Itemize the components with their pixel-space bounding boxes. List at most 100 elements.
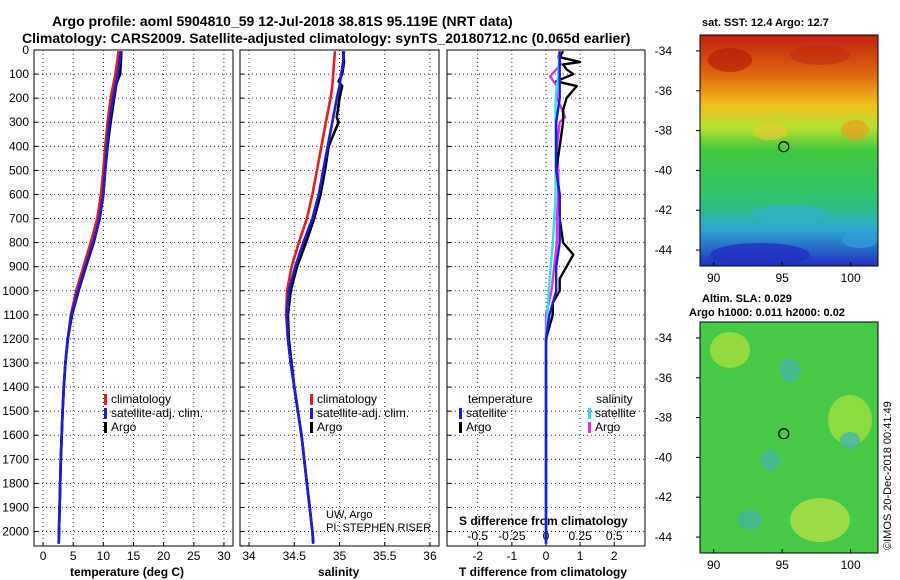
- temperature-xtick-label: 30: [217, 549, 231, 563]
- salinity-legend-0-label: climatology: [317, 392, 377, 406]
- sat-sst-map-ytick-label: -40: [655, 163, 673, 177]
- salinity-xlabel: salinity: [318, 565, 360, 579]
- sat-sst-map-xtick-label: 100: [841, 271, 861, 285]
- sla-low-patch: [840, 432, 860, 448]
- depth-tick-label: 600: [9, 187, 29, 201]
- salinity-xtick-label: 35: [333, 549, 347, 563]
- sst-map-field: [700, 35, 878, 266]
- depth-tick-label: 1700: [2, 452, 29, 466]
- sst-warm-patch: [790, 45, 850, 65]
- sst-warm-patch: [708, 48, 752, 72]
- sla-map-frame: [699, 321, 879, 554]
- salinity-series-2: [286, 51, 346, 544]
- differences-legend-right-title: salinity: [596, 392, 633, 406]
- depth-tick-label: 700: [9, 212, 29, 226]
- depth-tick-label: 1400: [2, 380, 29, 394]
- depth-tick-label: 1900: [2, 500, 29, 514]
- sla-profile-marker: [778, 428, 790, 440]
- sla-low-patch: [760, 450, 780, 470]
- differences-legend-left-0-label: satellite: [466, 406, 507, 420]
- salinity-legend-1-swatch: [310, 408, 313, 419]
- altim-sla-map-ytick-label: -44: [655, 530, 673, 544]
- differences-legend-right-0-label: satellite: [595, 406, 636, 420]
- depth-tick-label: 800: [9, 236, 29, 250]
- altim-sla-map-ytick-label: -34: [655, 331, 673, 345]
- sst-warm-patch: [841, 120, 869, 140]
- temperature-xtick-label: 25: [187, 549, 201, 563]
- depth-tick-label: 1600: [2, 428, 29, 442]
- sst-cool-patch: [710, 243, 810, 266]
- sat-sst-map-ytick-label: -36: [655, 84, 673, 98]
- sla-low-patch: [780, 358, 800, 382]
- sst-cool-patch: [750, 205, 830, 225]
- depth-tick-label: 400: [9, 139, 29, 153]
- sat-sst-map-ytick-label: -44: [655, 243, 673, 257]
- differences-legend-left-1-swatch: [459, 422, 462, 433]
- sst-cool-patch: [842, 232, 878, 248]
- sat-sst-map-ytick-label: -34: [655, 44, 673, 58]
- differences-xtick-label: -2: [472, 549, 483, 563]
- temperature-xtick-label: 0: [40, 549, 47, 563]
- altim-sla-map-xtick-label: 90: [707, 558, 721, 572]
- differences-top-xlabel: S difference from climatology: [459, 514, 628, 528]
- sla-high-patch: [790, 498, 850, 542]
- depth-tick-label: 1800: [2, 476, 29, 490]
- temp-satellite-diff: [544, 51, 561, 544]
- differences-legend-right-0-swatch: [588, 408, 591, 419]
- differences-legend-left-title: temperature: [468, 392, 533, 406]
- salinity-panel: 34 34.5 35 35.5 36 salinity climatologysatelli…: [239, 49, 440, 579]
- depth-tick-label: 1100: [3, 308, 29, 322]
- sst-profile-marker: [778, 141, 790, 153]
- sat-sst-map-xtick-label: 90: [707, 271, 721, 285]
- temperature-legend-1-swatch: [104, 408, 107, 419]
- sla-map-panel: Altim. SLA: 0.029 Argo h1000: 0.011 h200…: [655, 293, 879, 572]
- depth-tick-label: 1500: [2, 404, 29, 418]
- figure-title-line1: Argo profile: aoml 5904810_59 12-Jul-201…: [52, 13, 513, 29]
- depth-tick-label: 0: [22, 43, 29, 57]
- salinity-xtick-label: 36: [423, 549, 437, 563]
- depth-tick-label: 200: [9, 91, 29, 105]
- sat-sst-map-ytick-label: -38: [655, 124, 673, 138]
- differences-top-tick-label: -0.5: [467, 529, 488, 543]
- depth-tick-label: 1300: [2, 356, 29, 370]
- sla-high-patch: [710, 332, 750, 368]
- differences-legend-left-0-swatch: [459, 408, 462, 419]
- salinity-xtick-label: 34.5: [283, 549, 307, 563]
- temperature-panel: 0 5 10 15 20 25 30 temperature (deg C) climatolo…: [33, 49, 234, 579]
- sla-map-title: Altim. SLA: 0.029: [702, 293, 792, 305]
- temperature-series-1: [57, 51, 123, 544]
- altim-sla-map-xtick-label: 95: [775, 558, 789, 572]
- differences-top-tick-label: 0.25: [568, 529, 592, 543]
- differences-legend-right-1-swatch: [588, 422, 591, 433]
- differences-legend-left-1-label: Argo: [466, 420, 492, 434]
- temperature-legend-2-label: Argo: [111, 420, 137, 434]
- differences-xlabel: T difference from climatology: [459, 565, 627, 579]
- differences-top-tick-label: 0.5: [606, 529, 623, 543]
- depth-tick-label: 1000: [2, 284, 29, 298]
- depth-tick-label: 300: [9, 115, 29, 129]
- temperature-xtick-label: 15: [127, 549, 141, 563]
- altim-sla-map-ytick-label: -40: [655, 450, 673, 464]
- depth-tick-label: 100: [9, 67, 29, 81]
- differences-xtick-label: -1: [507, 549, 518, 563]
- temperature-xtick-label: 10: [97, 549, 111, 563]
- sst-map-title: sat. SST: 12.4 Argo: 12.7: [702, 17, 829, 29]
- sst-warm-patch: [752, 124, 788, 140]
- temperature-series-2: [57, 51, 123, 544]
- temperature-xlabel: temperature (deg C): [70, 565, 184, 579]
- credit-line1: UW, Argo: [326, 509, 372, 521]
- salinity-series-0: [284, 51, 337, 544]
- salinity-series-1: [285, 51, 346, 544]
- differences-xtick-label: 0: [543, 549, 550, 563]
- depth-tick-label: 1200: [2, 332, 29, 346]
- altim-sla-map-xtick-label: 100: [841, 558, 861, 572]
- salinity-xtick-label: 35.5: [373, 549, 397, 563]
- figure-title-line2: Climatology: CARS2009. Satellite-adjuste…: [22, 30, 630, 46]
- salinity-legend-1-label: satellite-adj. clim.: [317, 406, 409, 420]
- temperature-legend-0-label: climatology: [111, 392, 171, 406]
- sla-low-patch: [738, 510, 762, 530]
- depth-tick-label: 500: [9, 163, 29, 177]
- sst-map-frame: [699, 34, 879, 267]
